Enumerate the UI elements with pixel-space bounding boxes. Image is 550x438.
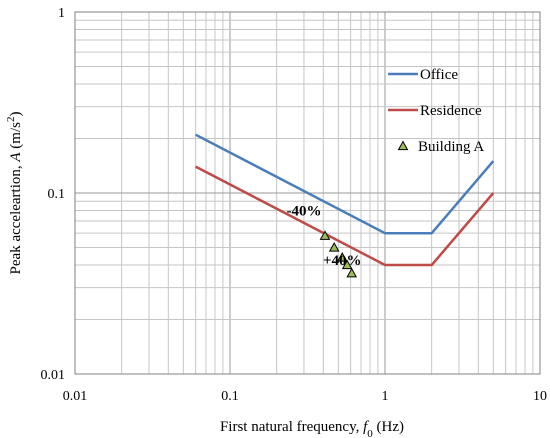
y-tick-label: 0.01 xyxy=(41,368,66,383)
annotation-label: +40% xyxy=(323,253,362,269)
legend-label: Building A xyxy=(418,139,484,155)
data-point-building-a xyxy=(336,252,348,262)
series-layer xyxy=(195,133,495,278)
x-tick-label: 10 xyxy=(533,389,547,404)
y-tick-label: 1 xyxy=(58,6,65,21)
x-axis-title: First natural frequency, f0 (Hz) xyxy=(220,419,404,438)
legend-label: Residence xyxy=(420,103,482,119)
x-tick-label: 0.01 xyxy=(63,389,88,404)
data-point-building-a xyxy=(319,230,331,240)
annotation-label: -40% xyxy=(286,204,321,220)
legend-swatch xyxy=(397,140,409,151)
data-point-building-a xyxy=(346,267,358,278)
annotations: -40% +40% xyxy=(286,204,361,269)
y-axis-title: Peak acceleartion, A (m/s2) xyxy=(5,112,24,275)
grid xyxy=(74,12,540,375)
legend: Office Residence Building A xyxy=(388,67,484,155)
series-line-office xyxy=(195,133,495,235)
x-tick-label: 0.1 xyxy=(221,389,239,404)
data-point-building-a xyxy=(328,241,340,252)
series-line-residence xyxy=(195,165,495,267)
plot-frame xyxy=(74,11,541,375)
x-tick-label: 1 xyxy=(382,389,389,404)
y-tick-label: 0.1 xyxy=(48,187,66,202)
legend-label: Office xyxy=(420,67,458,83)
data-point-building-a xyxy=(341,259,353,270)
tick-labels: 0.01 0.1 1 10 0.01 0.1 1 xyxy=(41,6,548,404)
